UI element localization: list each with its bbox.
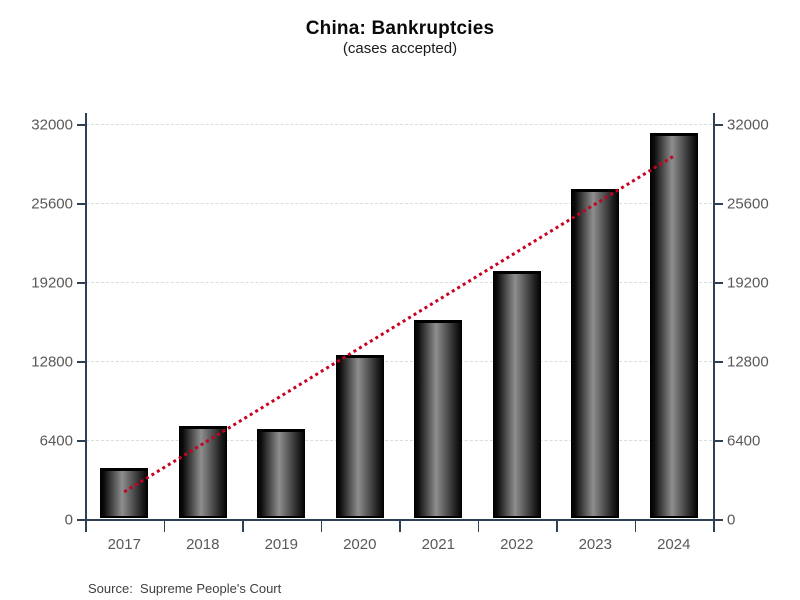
x-label-2022: 2022 xyxy=(500,536,534,553)
x-tick-6 xyxy=(556,520,558,532)
y-tick-left-0 xyxy=(77,519,85,521)
x-tick-3 xyxy=(320,520,322,532)
y-axis-right xyxy=(713,113,715,519)
y-tick-right-19200 xyxy=(714,282,723,284)
y-tick-left-19200 xyxy=(77,282,85,284)
x-tick-4 xyxy=(399,520,401,532)
x-axis xyxy=(85,519,715,521)
x-label-2024: 2024 xyxy=(657,536,691,553)
x-label-2023: 2023 xyxy=(578,536,612,553)
y-tick-left-6400 xyxy=(77,440,85,442)
y-label-right-6400: 6400 xyxy=(727,432,761,450)
y-tick-left-25600 xyxy=(77,203,85,205)
x-label-2019: 2019 xyxy=(264,536,298,553)
bar-2021 xyxy=(414,320,463,518)
x-tick-8 xyxy=(713,520,715,532)
bar-2022 xyxy=(492,270,541,518)
y-tick-left-32000 xyxy=(77,124,85,126)
y-tick-right-25600 xyxy=(714,203,723,205)
y-label-left-12800: 12800 xyxy=(31,353,73,371)
bar-2018 xyxy=(178,426,227,518)
x-tick-7 xyxy=(634,520,636,532)
y-label-right-0: 0 xyxy=(727,511,736,529)
y-label-left-6400: 6400 xyxy=(39,432,73,450)
y-tick-right-32000 xyxy=(714,124,723,126)
chart-subtitle: (cases accepted) xyxy=(342,40,458,57)
y-label-right-25600: 25600 xyxy=(727,195,769,213)
y-tick-right-12800 xyxy=(714,361,723,363)
bar-2020 xyxy=(335,354,384,518)
y-tick-right-6400 xyxy=(714,440,723,442)
y-label-right-12800: 12800 xyxy=(727,353,769,371)
x-label-2017: 2017 xyxy=(107,536,141,553)
y-label-right-19200: 19200 xyxy=(727,274,769,292)
y-label-left-32000: 32000 xyxy=(31,116,73,134)
x-tick-0 xyxy=(85,520,87,532)
y-tick-right-0 xyxy=(714,519,723,521)
x-tick-5 xyxy=(477,520,479,532)
bar-2024 xyxy=(649,132,698,518)
x-tick-2 xyxy=(242,520,244,532)
source-note: Source: Supreme People's Court xyxy=(88,581,282,596)
x-label-2021: 2021 xyxy=(421,536,455,553)
y-label-right-32000: 32000 xyxy=(727,116,769,134)
y-axis-left xyxy=(85,113,87,531)
x-label-2018: 2018 xyxy=(186,536,220,553)
x-tick-1 xyxy=(163,520,165,532)
y-label-left-0: 0 xyxy=(64,511,73,529)
y-label-left-25600: 25600 xyxy=(31,195,73,213)
y-label-left-19200: 19200 xyxy=(31,274,73,292)
y-tick-left-12800 xyxy=(77,361,85,363)
x-label-2020: 2020 xyxy=(343,536,377,553)
bar-2017 xyxy=(100,468,149,518)
bar-2023 xyxy=(571,189,620,518)
gridline-32000 xyxy=(86,124,712,125)
bar-2019 xyxy=(257,428,306,518)
chart-title: China: Bankruptcies xyxy=(305,18,495,39)
